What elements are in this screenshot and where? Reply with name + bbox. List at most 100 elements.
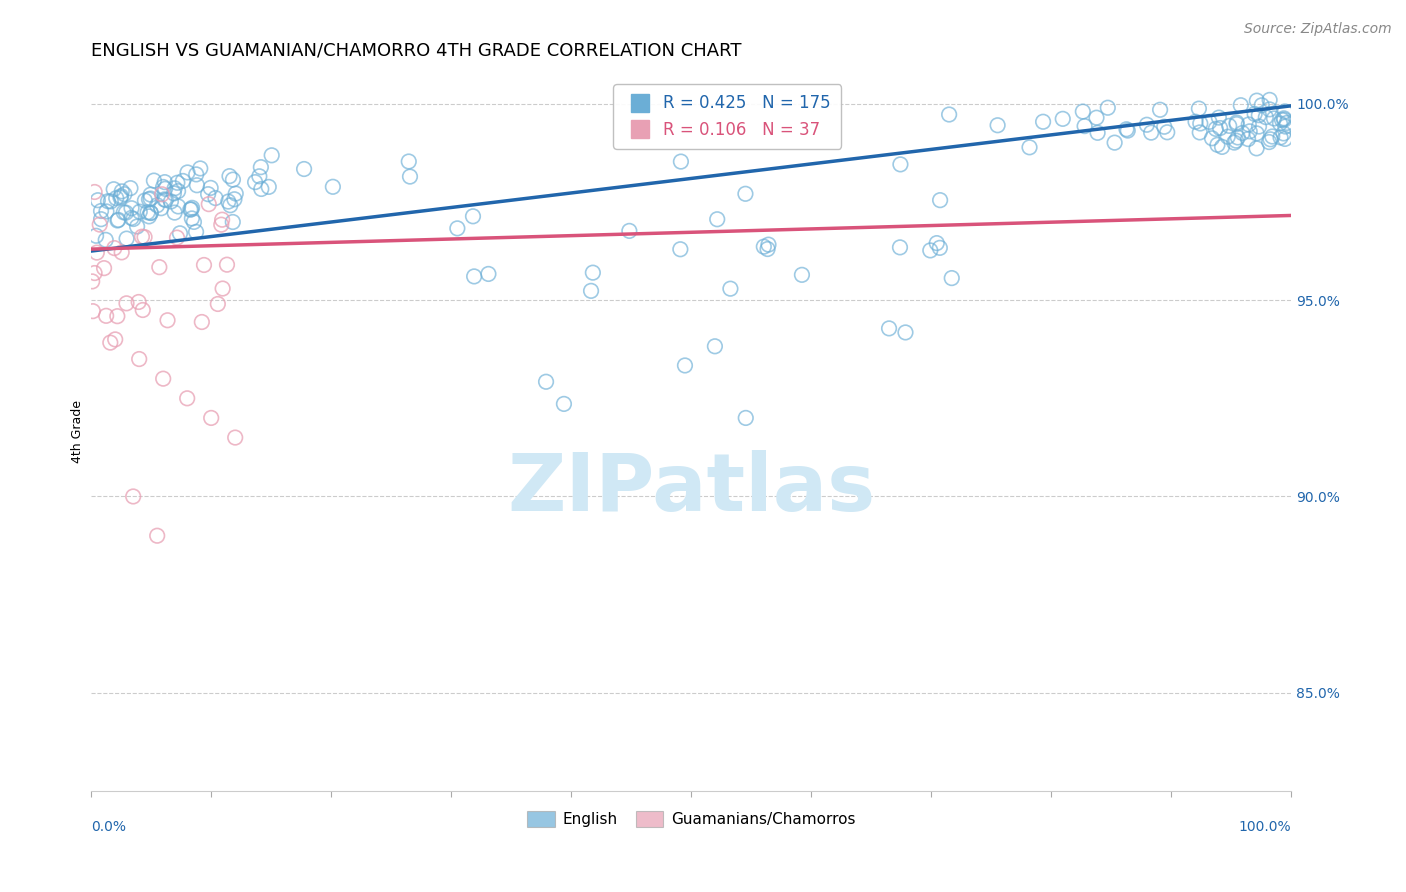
Point (1115, 122, 1137, 136)
Point (122, 490, 145, 504)
Point (152, 180, 174, 194)
Point (160, 194, 183, 209)
Point (619, 224, 641, 238)
Point (941, 271, 963, 285)
Point (94, 233, 117, 247)
Point (218, 169, 240, 183)
Point (1258, 93, 1281, 107)
Point (477, 267, 499, 281)
Point (1260, 132, 1282, 146)
Point (96, 204, 118, 219)
Point (1268, 116, 1291, 130)
Point (138, 210, 160, 224)
Point (250, 182, 273, 196)
Point (163, 186, 186, 201)
Point (191, 315, 214, 329)
Point (734, 186, 756, 201)
Point (90, 204, 112, 219)
Point (139, 192, 162, 206)
Point (582, 266, 605, 280)
Point (1270, 130, 1292, 145)
Point (463, 269, 485, 284)
Text: ZIPatlas: ZIPatlas (508, 450, 876, 528)
Point (1018, 140, 1040, 154)
Point (247, 169, 270, 184)
Point (1254, 110, 1277, 124)
Point (121, 201, 143, 215)
Point (1071, 104, 1094, 119)
Point (120, 211, 142, 225)
Point (1052, 112, 1074, 126)
Point (669, 242, 692, 256)
Point (112, 205, 135, 219)
Point (1218, 119, 1240, 133)
Point (100, 194, 122, 209)
Point (122, 212, 145, 227)
Point (1097, 101, 1119, 115)
Point (166, 230, 188, 244)
Point (186, 168, 208, 182)
Point (176, 392, 198, 406)
Point (928, 241, 950, 255)
Point (398, 154, 420, 169)
Point (211, 212, 233, 227)
Point (153, 175, 176, 189)
Point (1246, 141, 1268, 155)
Point (1153, 120, 1175, 134)
Point (1275, 116, 1298, 130)
Point (103, 241, 125, 255)
Point (1136, 118, 1159, 132)
Point (217, 194, 239, 209)
Point (1156, 125, 1178, 139)
Point (104, 333, 127, 347)
Point (673, 359, 696, 373)
Point (97, 194, 120, 209)
Point (1261, 129, 1284, 144)
Point (1205, 121, 1227, 136)
Point (1237, 118, 1260, 132)
Point (257, 180, 280, 194)
Point (107, 212, 129, 227)
Point (150, 187, 173, 202)
Point (134, 230, 156, 244)
Point (222, 172, 245, 186)
Point (1246, 94, 1268, 108)
Point (115, 296, 138, 310)
Point (200, 411, 222, 425)
Point (110, 189, 132, 203)
Point (1223, 136, 1246, 150)
Point (105, 191, 128, 205)
Point (93, 261, 115, 276)
Point (1206, 137, 1229, 152)
Point (1116, 123, 1139, 137)
Point (1247, 108, 1270, 122)
Point (181, 201, 204, 215)
Point (579, 284, 602, 298)
Point (180, 211, 202, 226)
Point (110, 190, 132, 204)
Point (1272, 112, 1295, 127)
Point (115, 231, 138, 245)
Point (1149, 103, 1171, 117)
Point (790, 268, 813, 282)
Point (734, 411, 756, 425)
Point (87, 193, 110, 207)
Text: 0.0%: 0.0% (91, 820, 127, 834)
Point (1272, 112, 1295, 126)
Point (1208, 111, 1230, 125)
Point (1198, 115, 1220, 129)
Text: ENGLISH VS GUAMANIAN/CHAMORRO 4TH GRADE CORRELATION CHART: ENGLISH VS GUAMANIAN/CHAMORRO 4TH GRADE … (91, 42, 742, 60)
Point (90, 212, 112, 227)
Point (1226, 115, 1249, 129)
Point (1032, 114, 1054, 128)
Point (1272, 127, 1295, 141)
Point (132, 303, 155, 318)
Point (1229, 98, 1251, 112)
Point (1184, 114, 1206, 128)
Point (184, 225, 207, 239)
Point (1216, 129, 1239, 144)
Point (292, 161, 315, 176)
Point (128, 352, 150, 367)
Point (889, 157, 911, 171)
Point (1189, 116, 1212, 130)
